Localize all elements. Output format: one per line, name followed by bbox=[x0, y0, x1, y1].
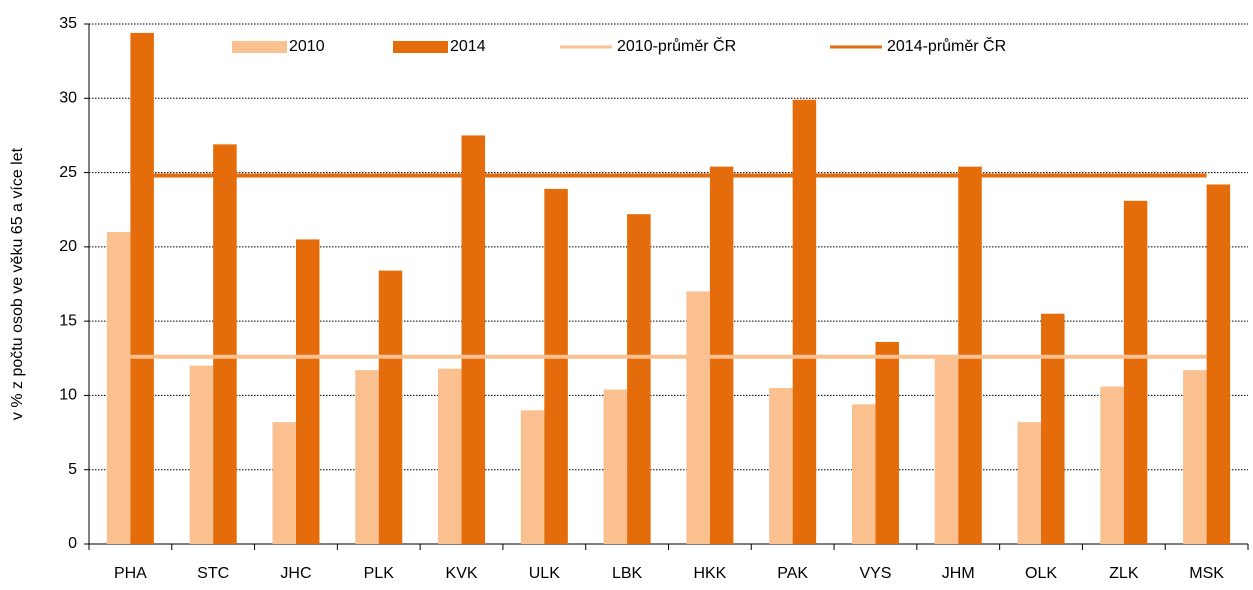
bar bbox=[438, 368, 462, 544]
bar bbox=[272, 422, 296, 544]
bar bbox=[792, 99, 817, 545]
y-tick-label: 25 bbox=[59, 164, 77, 181]
x-tick-label: JHC bbox=[280, 565, 311, 582]
bar bbox=[130, 32, 154, 545]
legend-label: 2010 bbox=[289, 38, 325, 55]
bar bbox=[603, 389, 628, 544]
bar bbox=[851, 404, 876, 544]
x-tick-label: LBK bbox=[612, 565, 643, 582]
legend-label: 2014 bbox=[450, 38, 486, 55]
x-tick-label: HKK bbox=[693, 565, 726, 582]
bar bbox=[106, 232, 131, 544]
y-tick-label: 0 bbox=[68, 535, 77, 552]
x-tick-label: PLK bbox=[364, 565, 395, 582]
x-tick-label: STC bbox=[197, 565, 229, 582]
bar bbox=[1100, 386, 1124, 544]
bar bbox=[875, 341, 899, 544]
y-axis-title: v % z počtu osob ve věku 65 a více let bbox=[9, 147, 26, 420]
x-tick-label: PHA bbox=[114, 565, 147, 582]
x-tick-label: ULK bbox=[529, 565, 560, 582]
x-tick-label: JHM bbox=[942, 565, 975, 582]
y-tick-label: 10 bbox=[59, 387, 77, 404]
bar bbox=[378, 270, 403, 544]
y-tick-label: 15 bbox=[59, 312, 77, 329]
legend-swatch bbox=[232, 41, 287, 53]
bar bbox=[355, 370, 379, 544]
x-tick-label: ZLK bbox=[1109, 565, 1139, 582]
x-tick-label: KVK bbox=[446, 565, 478, 582]
bar bbox=[1017, 422, 1042, 544]
bar bbox=[1183, 370, 1207, 544]
x-tick-label: VYS bbox=[859, 565, 891, 582]
y-tick-label: 30 bbox=[59, 90, 77, 107]
legend-label: 2014-průměr ČR bbox=[887, 36, 1006, 55]
y-tick-label: 35 bbox=[59, 15, 77, 32]
bar bbox=[627, 214, 651, 544]
bar bbox=[1123, 200, 1148, 545]
x-tick-label: PAK bbox=[777, 565, 808, 582]
legend-label: 2010-průměr ČR bbox=[617, 36, 736, 55]
y-tick-label: 20 bbox=[59, 238, 77, 255]
x-tick-label: OLK bbox=[1025, 565, 1057, 582]
bar bbox=[1206, 184, 1231, 544]
bar bbox=[1041, 313, 1065, 544]
bar bbox=[213, 144, 237, 545]
bar bbox=[769, 388, 793, 544]
legend-swatch bbox=[393, 41, 448, 53]
x-tick-label: MSK bbox=[1189, 565, 1224, 582]
bar bbox=[934, 355, 959, 544]
bar bbox=[461, 135, 486, 544]
bar bbox=[520, 410, 545, 544]
bar bbox=[189, 365, 214, 544]
bar bbox=[686, 291, 710, 544]
y-tick-label: 5 bbox=[68, 461, 77, 478]
bar bbox=[544, 188, 568, 544]
bar bbox=[295, 239, 320, 544]
